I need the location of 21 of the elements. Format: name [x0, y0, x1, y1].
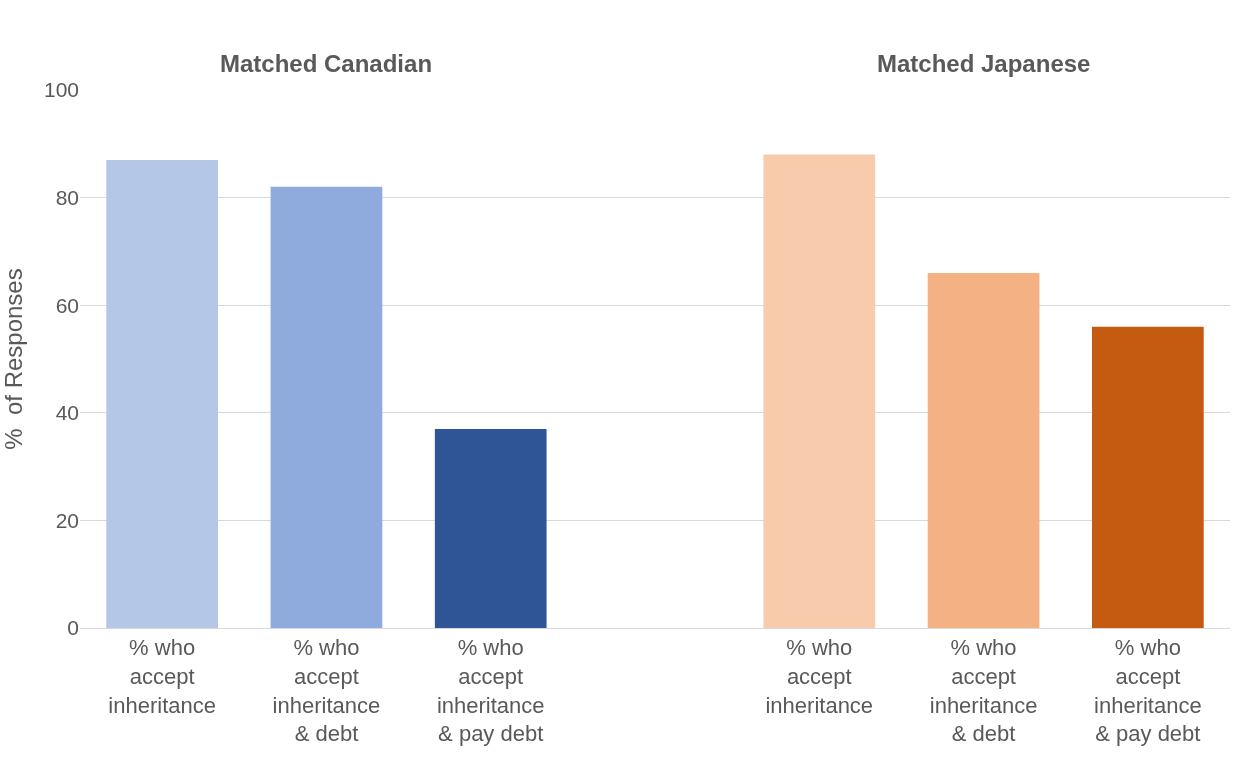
x-tick-label: % who accept inheritance	[765, 635, 874, 718]
y-tick-label: 20	[55, 508, 79, 532]
y-tick-label: 0	[67, 616, 79, 640]
x-tick-label: % who accept inheritance & debt	[272, 635, 381, 747]
y-tick-label: 100	[43, 78, 79, 102]
x-tick-label: % who accept inheritance & pay debt	[436, 635, 545, 747]
bar	[927, 272, 1040, 628]
bar	[434, 428, 547, 628]
x-tick-label: % who accept inheritance & pay debt	[1094, 635, 1202, 747]
bar	[1092, 326, 1204, 628]
y-tick-label: 40	[55, 401, 79, 425]
y-axis-title: % of Responses	[0, 268, 27, 450]
x-tick-label: % who accept inheritance & debt	[929, 635, 1038, 747]
text: Matched Japanese	[877, 50, 1091, 77]
bar	[270, 186, 383, 628]
y-tick-label: 60	[55, 293, 79, 317]
x-tick-label: % who accept inheritance	[108, 635, 216, 718]
text: Matched Canadian	[220, 50, 433, 77]
y-tick-label: 80	[55, 185, 79, 209]
bar	[106, 159, 218, 628]
bar	[763, 154, 876, 628]
